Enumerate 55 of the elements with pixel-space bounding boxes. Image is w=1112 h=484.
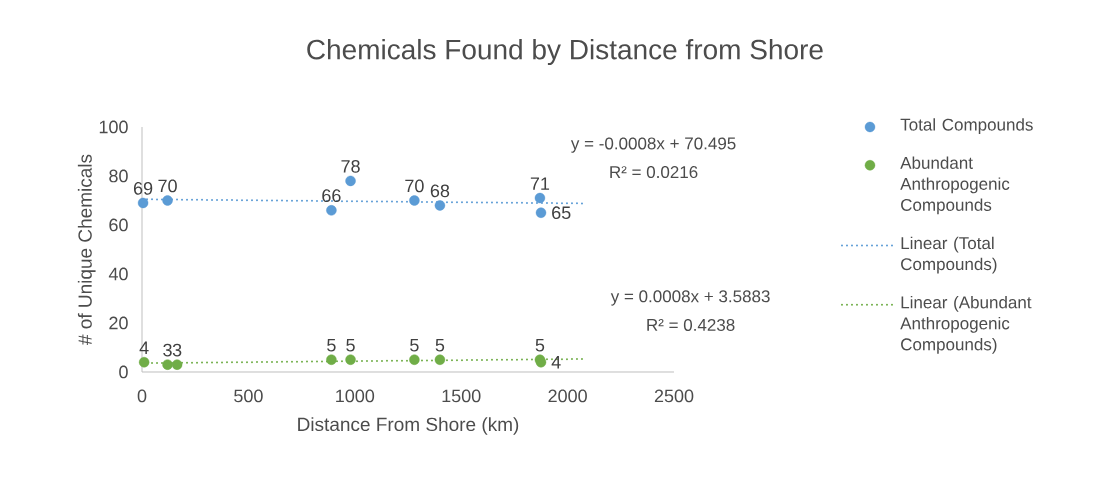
x-tick-label: 2000 [548,389,587,403]
annotation: y = 0.0008x + 3.5883 [610,290,770,306]
y-tick-label: 0 [119,365,128,379]
data-label: 3 [172,343,182,357]
y-tick-label: 100 [99,120,128,134]
data-label: 4 [551,355,561,369]
annotation: R² = 0.0216 [610,166,698,179]
legend-label: Total Compounds [900,118,1033,135]
point [345,354,356,365]
y-tick-label: 20 [109,316,128,330]
x-tick-label: 2500 [654,389,694,403]
y-axis-title: # of Unique Chemicals [77,154,96,345]
data-label: 78 [341,159,360,173]
point [409,354,420,365]
y-tick-label: 60 [109,218,128,232]
point [326,205,337,216]
data-label: 70 [158,179,177,193]
point [535,207,547,218]
x-tick-label: 1500 [442,389,481,403]
point [434,200,446,211]
data-label: 69 [133,181,153,195]
annotation: R² = 0.4238 [647,318,735,331]
point [409,195,420,206]
x-tick-label: 1000 [336,389,375,403]
data-label: 4 [139,341,149,354]
y-tick-label: 40 [108,267,128,281]
annotation: y = -0.0008x + 70.495 [570,137,736,153]
data-label: 71 [530,177,550,190]
data-label: 5 [535,338,545,352]
data-label: 5 [346,338,355,352]
point [138,356,150,368]
x-axis-title: Distance From Shore (km) [298,417,519,435]
point [326,354,337,365]
data-label: 5 [410,338,419,352]
x-tick-label: 500 [234,389,263,403]
data-label: 66 [322,189,341,203]
point [137,197,149,209]
y-tick-label: 80 [109,169,128,183]
point [534,192,546,204]
legend-label: Linear (Abundant Anthropogenic Compounds) [900,295,1032,354]
legend-label: Linear (Total Compounds) [901,236,997,274]
point [171,359,183,370]
data-label: 70 [405,179,424,193]
data-label: 3 [163,343,172,357]
point [434,354,446,365]
data-label: 68 [430,184,450,198]
point [162,359,173,370]
legend-label: Abundant Anthropogenic Compounds [900,156,1010,215]
point [162,195,173,206]
chart-title: Chemicals Found by Distance from Shore [307,38,823,66]
point [345,175,356,187]
data-label: 5 [435,338,445,352]
data-label: 65 [552,206,571,220]
x-tick-label: 0 [137,389,147,403]
data-label: 5 [327,338,336,352]
